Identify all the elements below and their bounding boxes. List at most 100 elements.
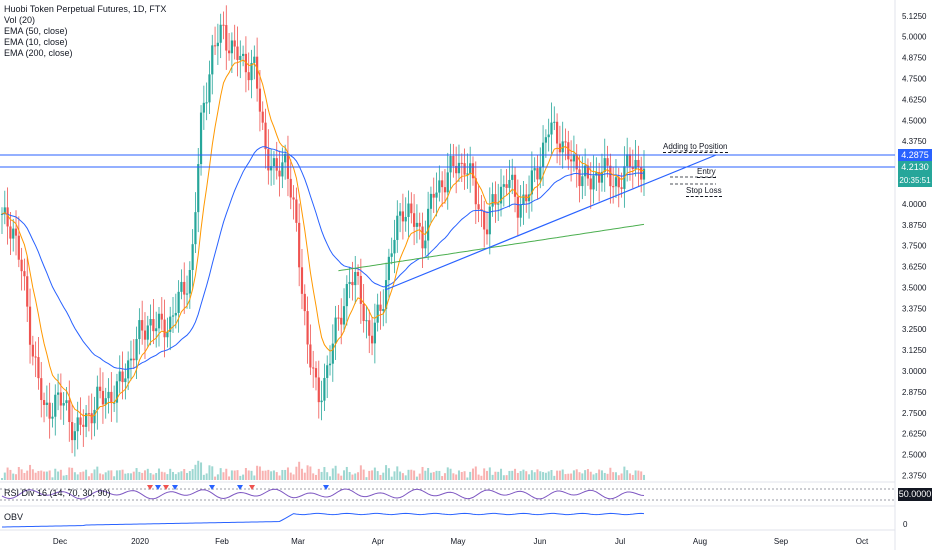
candle-body <box>581 176 584 187</box>
volume-bar <box>101 474 104 480</box>
candle-body <box>286 153 290 179</box>
legend-ema10[interactable]: EMA (10, close) <box>4 37 68 47</box>
candle-body <box>87 413 91 415</box>
volume-bar <box>57 471 60 480</box>
legend-ema200[interactable]: EMA (200, close) <box>4 48 73 58</box>
volume-bar <box>34 472 37 480</box>
countdown-tag: 20:35:51 <box>898 174 932 187</box>
candle-body <box>455 165 458 174</box>
volume-bar <box>292 474 295 480</box>
volume-bar <box>236 470 239 480</box>
volume-bar <box>298 461 301 480</box>
candle-body <box>570 159 573 162</box>
volume-bar <box>107 470 110 480</box>
candle-body <box>558 143 561 153</box>
volume-bar <box>124 473 127 480</box>
candle-body <box>312 367 315 369</box>
rsi-divergence-marker <box>323 485 329 490</box>
candle-body <box>382 309 385 311</box>
volume-bar <box>169 468 172 480</box>
volume-bar <box>343 470 346 480</box>
candle-body <box>6 207 9 227</box>
candle-body <box>354 271 357 286</box>
candle-body <box>51 416 54 419</box>
volume-bar <box>334 465 337 480</box>
volume-bar <box>132 471 135 480</box>
volume-bar <box>544 472 547 480</box>
candle-body <box>396 215 399 240</box>
volume-bar <box>396 466 399 480</box>
volume-bar <box>281 469 284 480</box>
candle-body <box>477 204 480 210</box>
rsi-legend[interactable]: RSI Div 16 (14, 70, 30, 90) <box>4 488 111 498</box>
candle-body <box>634 159 637 169</box>
candle-body <box>256 56 259 89</box>
volume-bar <box>59 469 62 480</box>
candle-body <box>342 306 346 325</box>
price-axis-tick: 4.0000 <box>902 200 927 209</box>
price-axis-tick: 4.6250 <box>902 95 927 104</box>
candle-body <box>233 40 236 47</box>
volume-bar <box>525 471 528 480</box>
price-axis-tick: 5.1250 <box>902 12 927 21</box>
volume-bar <box>354 473 357 480</box>
volume-bar <box>511 470 514 480</box>
candle-body <box>242 53 245 56</box>
legend-vol[interactable]: Vol (20) <box>4 15 36 25</box>
candle-body <box>550 122 553 135</box>
candle-body <box>152 319 155 332</box>
volume-bar <box>200 462 203 480</box>
price-axis-tick: 2.3750 <box>902 471 927 480</box>
candle-body <box>413 213 416 227</box>
candle-body <box>23 271 26 277</box>
volume-bar <box>550 469 553 480</box>
candle-body <box>227 50 231 54</box>
candle-body <box>59 392 62 406</box>
volume-bar <box>43 471 46 480</box>
volume-bar <box>96 466 99 480</box>
price-axis-tick: 4.8750 <box>902 54 927 63</box>
volume-bar <box>256 465 259 480</box>
candle-body <box>303 293 306 312</box>
volume-bar <box>15 474 18 480</box>
candle-body <box>592 175 595 190</box>
candle-body <box>85 413 88 427</box>
volume-bar <box>626 470 629 480</box>
candle-body <box>295 199 298 223</box>
candle-body <box>519 204 522 218</box>
volume-bar <box>578 472 581 480</box>
obv-value-label: 0 <box>903 520 908 529</box>
volume-bar <box>172 471 175 480</box>
volume-bar <box>438 470 441 480</box>
candle-body <box>20 259 23 272</box>
candle-body <box>101 390 105 405</box>
candle-body <box>62 403 65 406</box>
volume-bar <box>228 476 231 480</box>
candle-body <box>373 322 376 344</box>
volume-bar <box>581 473 584 480</box>
candle-body <box>572 154 576 162</box>
candle-body <box>149 319 152 326</box>
volume-bar <box>208 465 211 480</box>
volume-bar <box>410 469 413 480</box>
volume-bar <box>177 472 180 480</box>
legend-ema50[interactable]: EMA (50, close) <box>4 26 68 36</box>
volume-bar <box>471 468 474 480</box>
candle-body <box>284 153 287 163</box>
volume-bar <box>421 466 424 480</box>
obv-legend[interactable]: OBV <box>4 512 24 522</box>
price-axis-tick: 3.6250 <box>902 263 927 272</box>
volume-bar <box>90 473 93 480</box>
volume-bar <box>258 466 261 480</box>
legend-title[interactable]: Huobi Token Perpetual Futures, 1D, FTX <box>4 4 167 14</box>
candle-body <box>340 317 343 325</box>
volume-bar <box>205 473 208 480</box>
volume-bar <box>216 474 219 480</box>
volume-bar <box>29 464 32 480</box>
rsi-line <box>1 488 645 500</box>
volume-bar <box>514 468 517 480</box>
volume-bar <box>570 473 573 480</box>
candle-body <box>511 174 514 180</box>
candle-body <box>197 164 200 213</box>
